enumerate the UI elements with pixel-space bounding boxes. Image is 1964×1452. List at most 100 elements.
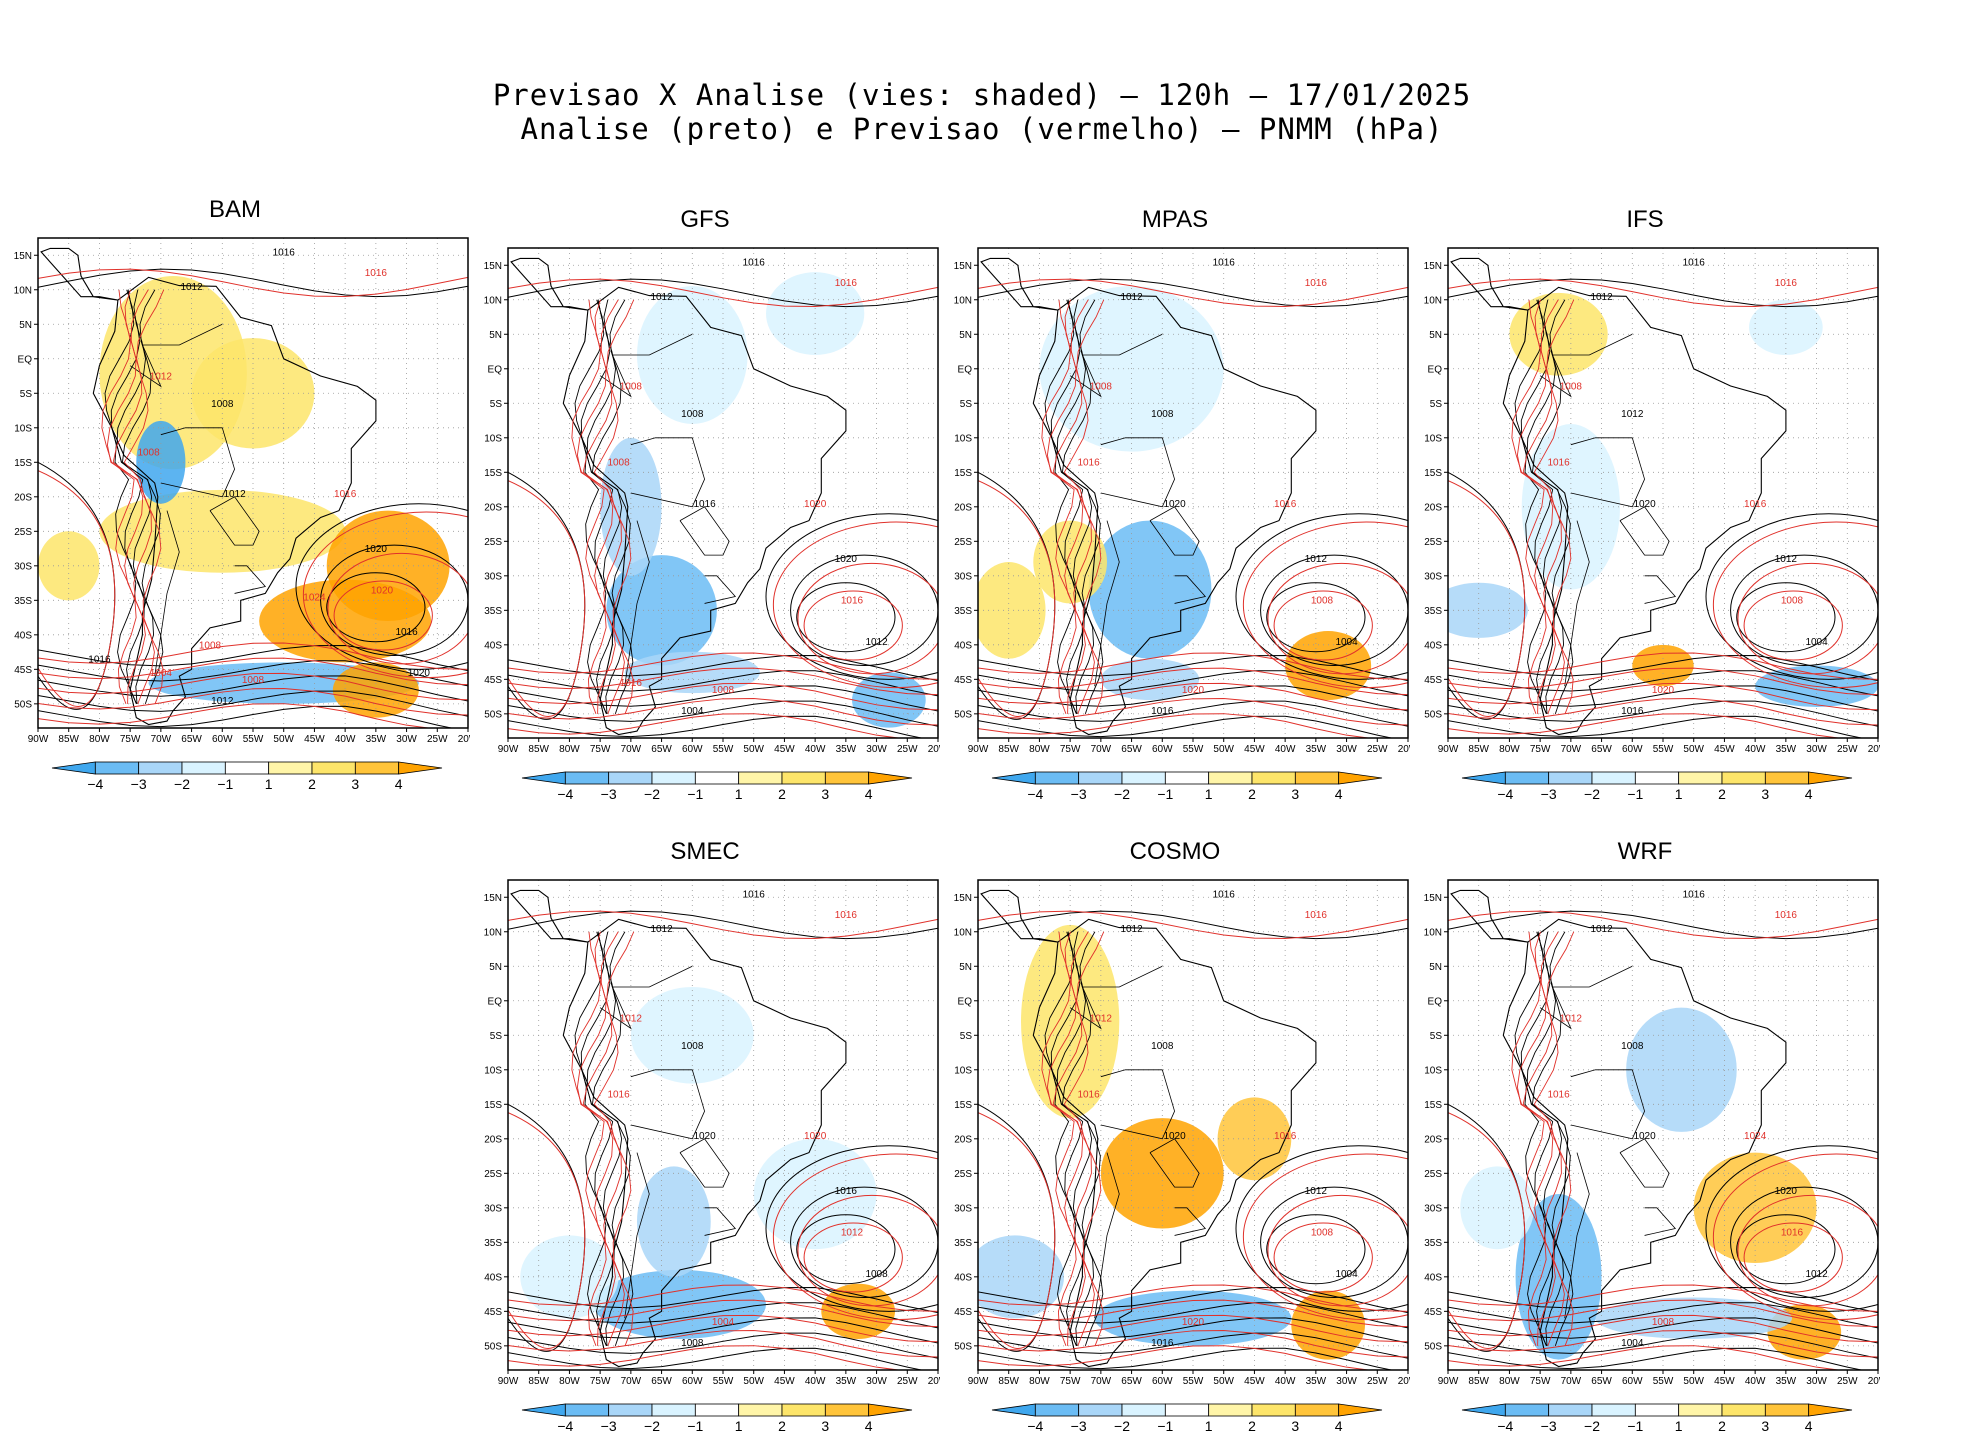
colorbar-tick-label: −4 [1497, 1418, 1513, 1434]
forecast-isobar [978, 1314, 1408, 1343]
analysis-isobar [1705, 513, 1878, 680]
forecast-isobar [1448, 1112, 1526, 1349]
colorbar-tick-label: 3 [821, 786, 829, 802]
forecast-isobar [978, 713, 1372, 738]
isobar-label: 1008 [1621, 1041, 1644, 1052]
coastline [562, 286, 847, 736]
country-border [704, 575, 737, 604]
lon-tick-label: 45W [1244, 1376, 1265, 1387]
lon-tick-label: 70W [1561, 744, 1582, 755]
lat-tick-label: 50S [954, 1341, 972, 1352]
lat-tick-label: 30S [1424, 571, 1442, 582]
coastline [1032, 918, 1317, 1368]
lat-tick-label: 15S [484, 468, 502, 479]
figure-title-line1: Previsao X Analise (vies: shaded) – 120h… [492, 78, 1472, 112]
colorbar-segment [94, 761, 140, 775]
colorbar-segment [651, 1403, 696, 1417]
lon-tick-label: 25W [1367, 744, 1388, 755]
bias-shading [332, 662, 419, 718]
isobar-label: 1008 [1311, 1227, 1334, 1238]
lon-tick-label: 85W [998, 744, 1019, 755]
analysis-isobar [1266, 582, 1366, 653]
forecast-isobar [508, 910, 938, 939]
colorbar-arrow-right [1808, 1403, 1853, 1417]
country-border [1570, 1069, 1645, 1140]
colorbar-segment [181, 761, 226, 775]
isobar-label: 1016 [1305, 910, 1328, 921]
lat-tick-label: 10N [954, 295, 972, 306]
coastline [92, 276, 377, 726]
lat-tick-label: 30S [954, 571, 972, 582]
coastline [980, 889, 1058, 943]
forecast-isobar [1533, 931, 1575, 1347]
isobar-label: 1020 [1163, 1131, 1186, 1142]
isobar-label: 1012 [650, 292, 673, 303]
bias-shading [594, 1269, 766, 1339]
isobar-label: 1020 [1633, 1131, 1656, 1142]
lon-tick-label: 40W [805, 1376, 826, 1387]
colorbar-tick-label: 4 [1335, 786, 1343, 802]
colorbar-segment [1591, 1403, 1636, 1417]
analysis-isobar [1235, 513, 1408, 680]
forecast-isobar [333, 580, 433, 651]
forecast-isobar [508, 652, 938, 680]
lon-tick-label: 25W [1837, 1376, 1858, 1387]
lat-tick-label: 25S [484, 537, 502, 548]
isobar-label: 1016 [1683, 889, 1706, 900]
country-border [1174, 575, 1207, 604]
isobar-label: 1008 [681, 409, 704, 420]
colorbar-segment [268, 761, 313, 775]
forecast-isobar [1743, 590, 1843, 661]
lat-tick-label: 5N [959, 330, 972, 341]
forecast-isobar [508, 682, 938, 711]
forecast-isobar [1448, 713, 1842, 738]
lon-tick-label: 40W [335, 734, 356, 745]
analysis-isobar [1514, 931, 1547, 1347]
analysis-isobar [1531, 299, 1574, 714]
map-plot: 1016 1016 1012 1008 1008 1016 1020 1016 1012 1008… [954, 247, 1410, 802]
colorbar-tick-label: 4 [1805, 1418, 1813, 1434]
colorbar-tick-label: 4 [865, 1418, 873, 1434]
colorbar-segment [1678, 1403, 1723, 1417]
colorbar-tick-label: 3 [351, 776, 359, 792]
colorbar-segment [138, 761, 183, 775]
country-border [679, 1138, 730, 1188]
lat-tick-label: 20S [954, 1134, 972, 1145]
isobar-label: 1016 [743, 889, 766, 900]
colorbar-tick-label: 2 [1248, 1418, 1256, 1434]
colorbar-tick-label: 4 [395, 776, 403, 792]
analysis-isobar [508, 1287, 938, 1314]
colorbar-tick-label: 3 [1761, 786, 1769, 802]
lat-tick-label: 45S [14, 665, 32, 676]
colorbar-tick-label: 2 [1248, 786, 1256, 802]
forecast-isobar [1743, 1222, 1843, 1293]
country-border [1094, 1152, 1120, 1319]
colorbar-arrow-left [521, 771, 566, 785]
analysis-isobar [978, 655, 1408, 682]
analysis-isobar [796, 582, 896, 653]
isobar-label: 1012 [1805, 1269, 1828, 1280]
isobar-label: 1016 [835, 278, 858, 289]
country-border [209, 496, 260, 546]
colorbar-tick-label: −3 [1071, 786, 1087, 802]
forecast-isobar [803, 590, 903, 661]
colorbar-segment [1208, 771, 1253, 785]
lat-tick-label: 40S [484, 640, 502, 651]
country-border [1564, 520, 1590, 687]
bias-shading [637, 1166, 711, 1277]
analysis-isobar [978, 1347, 1394, 1370]
isobar-label: 1016 [334, 489, 357, 500]
lat-tick-label: EQ [958, 364, 973, 375]
analysis-isobar [796, 1214, 896, 1285]
isobar-label: 1012 [1590, 924, 1613, 935]
colorbar-tick-label: 1 [735, 786, 743, 802]
analysis-isobar [508, 910, 938, 940]
colorbar-tick-label: −3 [1541, 786, 1557, 802]
isobar-label: 1012 [1621, 409, 1644, 420]
colorbar-tick-label: 2 [308, 776, 316, 792]
country-border [1174, 1207, 1207, 1236]
lat-tick-label: 45S [1424, 675, 1442, 686]
colorbar-segment [1251, 1403, 1296, 1417]
lat-tick-label: 5S [490, 1031, 503, 1042]
forecast-isobar [101, 289, 137, 705]
